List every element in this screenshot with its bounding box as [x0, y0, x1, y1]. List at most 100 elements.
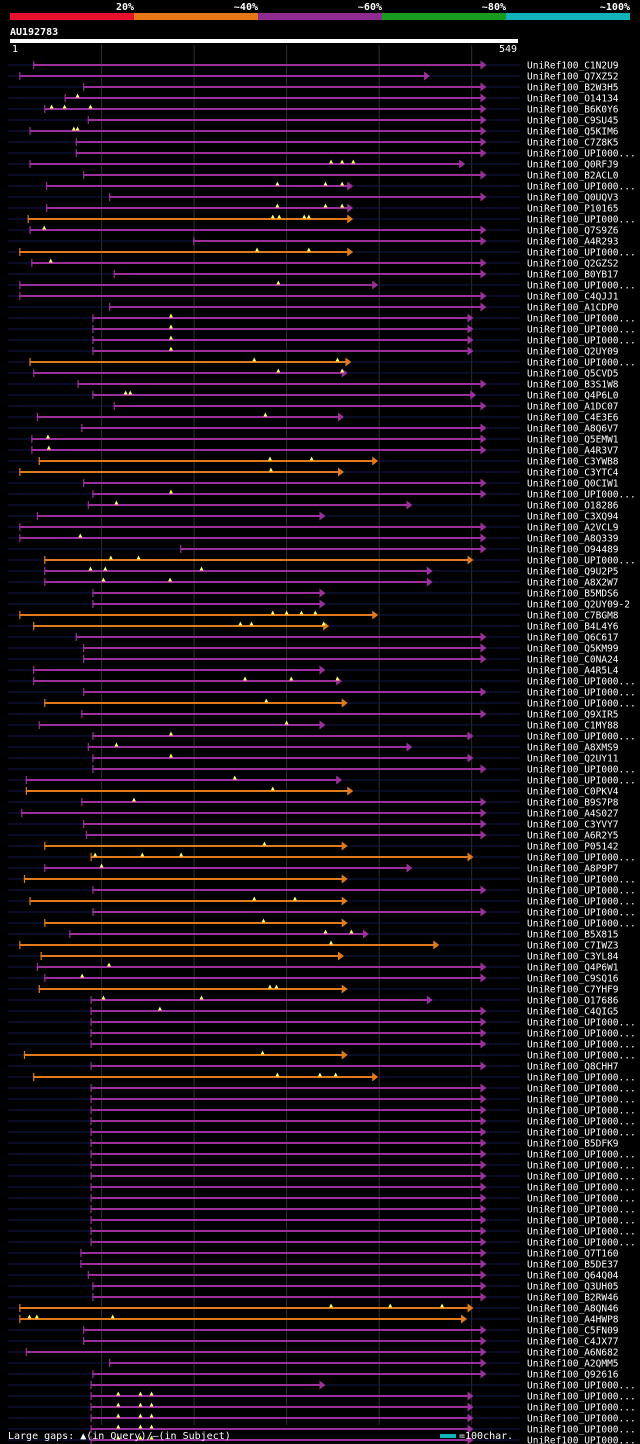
hit-bar[interactable]	[83, 823, 482, 825]
hit-bar[interactable]	[83, 1340, 482, 1342]
hit-label[interactable]: UniRef100_UPI000...	[527, 1216, 636, 1227]
hit-bar[interactable]	[33, 64, 482, 66]
hit-bar[interactable]	[36, 515, 321, 517]
hit-label[interactable]: UniRef100_UPI000...	[527, 281, 636, 292]
hit-label[interactable]: UniRef100_UPI000...	[527, 1128, 636, 1139]
hit-bar[interactable]	[92, 328, 469, 330]
hit-label[interactable]: UniRef100_C4JX77	[527, 1337, 619, 1348]
hit-bar[interactable]	[90, 1131, 482, 1133]
hit-bar[interactable]	[92, 1296, 482, 1298]
hit-bar[interactable]	[92, 339, 469, 341]
hit-bar[interactable]	[29, 163, 461, 165]
hit-label[interactable]: UniRef100_UPI000...	[527, 1183, 636, 1194]
hit-bar[interactable]	[33, 625, 325, 627]
hit-label[interactable]: UniRef100_Q0UQV3	[527, 193, 619, 204]
hit-bar[interactable]	[19, 284, 374, 286]
hit-label[interactable]: UniRef100_B2W3H5	[527, 83, 619, 94]
hit-label[interactable]: UniRef100_C9SQ16	[527, 974, 619, 985]
hit-label[interactable]: UniRef100_Q8CHH7	[527, 1062, 619, 1073]
hit-label[interactable]: UniRef100_A8X2W7	[527, 578, 619, 589]
hit-label[interactable]: UniRef100_Q6C617	[527, 633, 619, 644]
hit-label[interactable]: UniRef100_C3YVY7	[527, 820, 619, 831]
hit-label[interactable]: UniRef100_C3XQ94	[527, 512, 619, 523]
hit-bar[interactable]	[87, 746, 408, 748]
hit-label[interactable]: UniRef100_UPI000...	[527, 1414, 636, 1425]
hit-bar[interactable]	[108, 1362, 482, 1364]
hit-label[interactable]: UniRef100_B6K0Y6	[527, 105, 619, 116]
hit-bar[interactable]	[83, 482, 482, 484]
hit-bar[interactable]	[77, 383, 482, 385]
hit-bar[interactable]	[40, 955, 339, 957]
hit-bar[interactable]	[87, 504, 408, 506]
hit-bar[interactable]	[29, 900, 343, 902]
hit-bar[interactable]	[19, 944, 435, 946]
hit-label[interactable]: UniRef100_B9S7P8	[527, 798, 619, 809]
hit-bar[interactable]	[33, 669, 321, 671]
hit-label[interactable]: UniRef100_C0PKV4	[527, 787, 619, 798]
hit-bar[interactable]	[44, 845, 343, 847]
hit-bar[interactable]	[90, 1384, 321, 1386]
hit-bar[interactable]	[193, 240, 482, 242]
hit-label[interactable]: UniRef100_O18286	[527, 501, 619, 512]
hit-bar[interactable]	[90, 1120, 482, 1122]
hit-bar[interactable]	[19, 614, 374, 616]
hit-bar[interactable]	[92, 1285, 482, 1287]
hit-label[interactable]: UniRef100_UPI000...	[527, 1117, 636, 1128]
hit-bar[interactable]	[83, 691, 482, 693]
hit-label[interactable]: UniRef100_P10165	[527, 204, 619, 215]
hit-label[interactable]: UniRef100_UPI000...	[527, 248, 636, 259]
hit-bar[interactable]	[29, 361, 347, 363]
hit-label[interactable]: UniRef100_B0YB17	[527, 270, 619, 281]
hit-bar[interactable]	[90, 1098, 482, 1100]
hit-bar[interactable]	[90, 1439, 469, 1441]
hit-bar[interactable]	[25, 1351, 482, 1353]
hit-bar[interactable]	[33, 680, 338, 682]
hit-label[interactable]: UniRef100_UPI000...	[527, 336, 636, 347]
hit-label[interactable]: UniRef100_C4QJJ1	[527, 292, 619, 303]
hit-label[interactable]: UniRef100_UPI000...	[527, 325, 636, 336]
hit-bar[interactable]	[92, 350, 469, 352]
hit-label[interactable]: UniRef100_UPI000...	[527, 182, 636, 193]
hit-label[interactable]: UniRef100_A4HWP8	[527, 1315, 619, 1326]
hit-label[interactable]: UniRef100_Q7T160	[527, 1249, 619, 1260]
hit-label[interactable]: UniRef100_UPI000...	[527, 1073, 636, 1084]
hit-label[interactable]: UniRef100_UPI000...	[527, 1403, 636, 1414]
hit-bar[interactable]	[25, 790, 349, 792]
hit-bar[interactable]	[90, 1065, 482, 1067]
hit-label[interactable]: UniRef100_A2QMM5	[527, 1359, 619, 1370]
hit-label[interactable]: UniRef100_UPI000...	[527, 215, 636, 226]
hit-bar[interactable]	[108, 306, 482, 308]
hit-bar[interactable]	[38, 988, 343, 990]
hit-label[interactable]: UniRef100_Q2GZS2	[527, 259, 619, 270]
hit-label[interactable]: UniRef100_C5FN09	[527, 1326, 619, 1337]
hit-label[interactable]: UniRef100_Q5CVD5	[527, 369, 619, 380]
hit-label[interactable]: UniRef100_Q0RFJ9	[527, 160, 619, 171]
hit-bar[interactable]	[29, 229, 482, 231]
hit-bar[interactable]	[90, 1406, 469, 1408]
hit-label[interactable]: UniRef100_Q2UY09	[527, 347, 619, 358]
hit-label[interactable]: UniRef100_C7Z8K5	[527, 138, 619, 149]
hit-bar[interactable]	[75, 141, 482, 143]
hit-label[interactable]: UniRef100_A4R5L4	[527, 666, 619, 677]
hit-bar[interactable]	[83, 658, 482, 660]
hit-label[interactable]: UniRef100_UPI000...	[527, 732, 636, 743]
hit-bar[interactable]	[83, 1329, 482, 1331]
hit-bar[interactable]	[90, 1230, 482, 1232]
hit-bar[interactable]	[92, 1373, 482, 1375]
hit-label[interactable]: UniRef100_A1CDP0	[527, 303, 619, 314]
hit-bar[interactable]	[90, 1175, 482, 1177]
hit-bar[interactable]	[44, 581, 428, 583]
hit-bar[interactable]	[90, 1010, 482, 1012]
hit-bar[interactable]	[81, 801, 482, 803]
hit-bar[interactable]	[27, 218, 349, 220]
hit-label[interactable]: UniRef100_UPI000...	[527, 1205, 636, 1216]
hit-label[interactable]: UniRef100_C0NA24	[527, 655, 619, 666]
hit-label[interactable]: UniRef100_UPI000...	[527, 677, 636, 688]
hit-label[interactable]: UniRef100_UPI000...	[527, 908, 636, 919]
hit-label[interactable]: UniRef100_C3YWB8	[527, 457, 619, 468]
hit-label[interactable]: UniRef100_UPI000...	[527, 699, 636, 710]
hit-label[interactable]: UniRef100_Q5EMW1	[527, 435, 619, 446]
hit-label[interactable]: UniRef100_UPI000...	[527, 149, 636, 160]
hit-bar[interactable]	[23, 1054, 343, 1056]
hit-bar[interactable]	[31, 449, 482, 451]
